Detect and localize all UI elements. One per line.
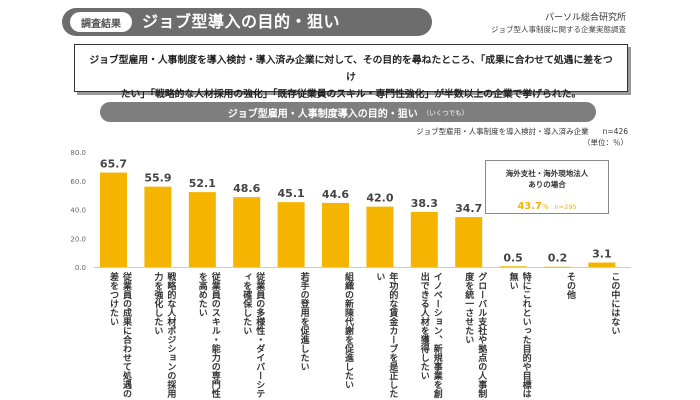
y-tick-label: 0.0 — [75, 264, 86, 272]
chart-unit: （単位：％） — [583, 138, 628, 147]
summary-box: ジョブ型雇用・人事制度を導入検討・導入済み企業に対して、その目的を尋ねたところ、… — [74, 44, 628, 100]
bar — [144, 186, 172, 267]
bar-value-label: 44.6 — [322, 188, 349, 201]
y-tick-label: 80.0 — [70, 149, 86, 157]
x-category-label: その他 — [565, 272, 575, 299]
bar-value-label: 0.2 — [548, 252, 568, 265]
bar — [499, 266, 527, 268]
x-category-label: 従業員の多様性・ダイバーシティを確保したい — [241, 272, 265, 398]
x-category-label: この中にはない — [609, 272, 620, 335]
chart-meta: ジョブ型雇用・人事制度を導入検討・導入済み企業 n=426 （単位：％） — [416, 126, 628, 148]
x-category-label: 従業員の成果に合わせて処遇の差をつけたい — [108, 272, 131, 398]
survey-result-pill: 調査結果 — [70, 12, 132, 32]
source-org: パーソル総合研究所 — [544, 13, 626, 23]
x-category-label: 組織の新陳代謝を促進したい — [343, 272, 353, 389]
bar — [366, 206, 394, 267]
summary-line-2: たい」「戦略的な人材採用の強化」「既存従業員のスキル・専門性強化」が半数以上の企… — [120, 89, 582, 100]
bar — [322, 202, 349, 267]
bar-value-label: 65.7 — [100, 158, 127, 171]
x-category-label: グローバル支社や拠点の人事制度を統一させたい — [463, 272, 487, 398]
x-category-label: 特にこれといった目的や目標は無い — [507, 272, 531, 398]
bar — [233, 197, 261, 267]
bar-value-label: 55.9 — [144, 172, 171, 185]
overseas-callout: 海外支社・海外現地法人 ありの場合 43.7% n=295 — [485, 160, 609, 214]
chart-title: ジョブ型雇用・人事制度導入の目的・狙い — [227, 108, 418, 120]
y-tick-label: 40.0 — [70, 207, 86, 215]
callout-n: n=295 — [554, 203, 577, 211]
bar — [277, 202, 305, 267]
bar — [455, 217, 483, 267]
y-tick-label: 60.0 — [70, 178, 86, 186]
x-category-label: イノベーション、新規事業を創出できる人材を獲得したい — [418, 272, 442, 398]
chart-title-note: （いくつでも） — [422, 109, 469, 117]
bar-value-label: 52.1 — [189, 177, 216, 190]
bar — [100, 172, 127, 267]
chart-base: ジョブ型雇用・人事制度を導入検討・導入済み企業 — [416, 127, 589, 136]
chart-n: n=426 — [602, 127, 628, 136]
y-tick-label: 20.0 — [70, 235, 86, 243]
callout-line-2: ありの場合 — [528, 180, 566, 189]
bar — [544, 266, 571, 268]
bar — [410, 211, 438, 267]
bar-value-label: 3.1 — [592, 248, 612, 261]
callout-line-1: 海外支社・海外現地法人 — [505, 169, 589, 178]
bar-value-label: 38.3 — [411, 197, 438, 210]
bar-value-label: 48.6 — [233, 182, 260, 195]
callout-pct: % — [542, 203, 549, 211]
x-category-label: 戦略的な人材ポジションの採用力を強化したい — [152, 272, 176, 398]
source-survey: ジョブ型人事制度に関する企業実態調査 — [491, 25, 626, 34]
x-category-label: 若手の登用を促進したい — [298, 272, 309, 371]
x-category-label: 従業員のスキル・能力の専門性を高めたい — [196, 272, 220, 398]
bar-value-label: 45.1 — [278, 187, 305, 200]
callout-value: 43.7 — [517, 201, 543, 212]
x-category-label: 年功的な賃金カーブを是正したい — [374, 272, 398, 398]
summary-line-1: ジョブ型雇用・人事制度を導入検討・導入済み企業に対して、その目的を尋ねたところ、… — [89, 55, 613, 83]
bar-value-label: 0.5 — [503, 251, 523, 264]
bar-value-label: 42.0 — [366, 192, 393, 205]
bar-value-label: 34.7 — [455, 202, 482, 215]
page-title: ジョブ型導入の目的・狙い — [142, 12, 341, 31]
bar — [188, 192, 216, 267]
chart-title-bar: ジョブ型雇用・人事制度導入の目的・狙い （いくつでも） — [100, 102, 596, 122]
bar — [588, 262, 616, 267]
